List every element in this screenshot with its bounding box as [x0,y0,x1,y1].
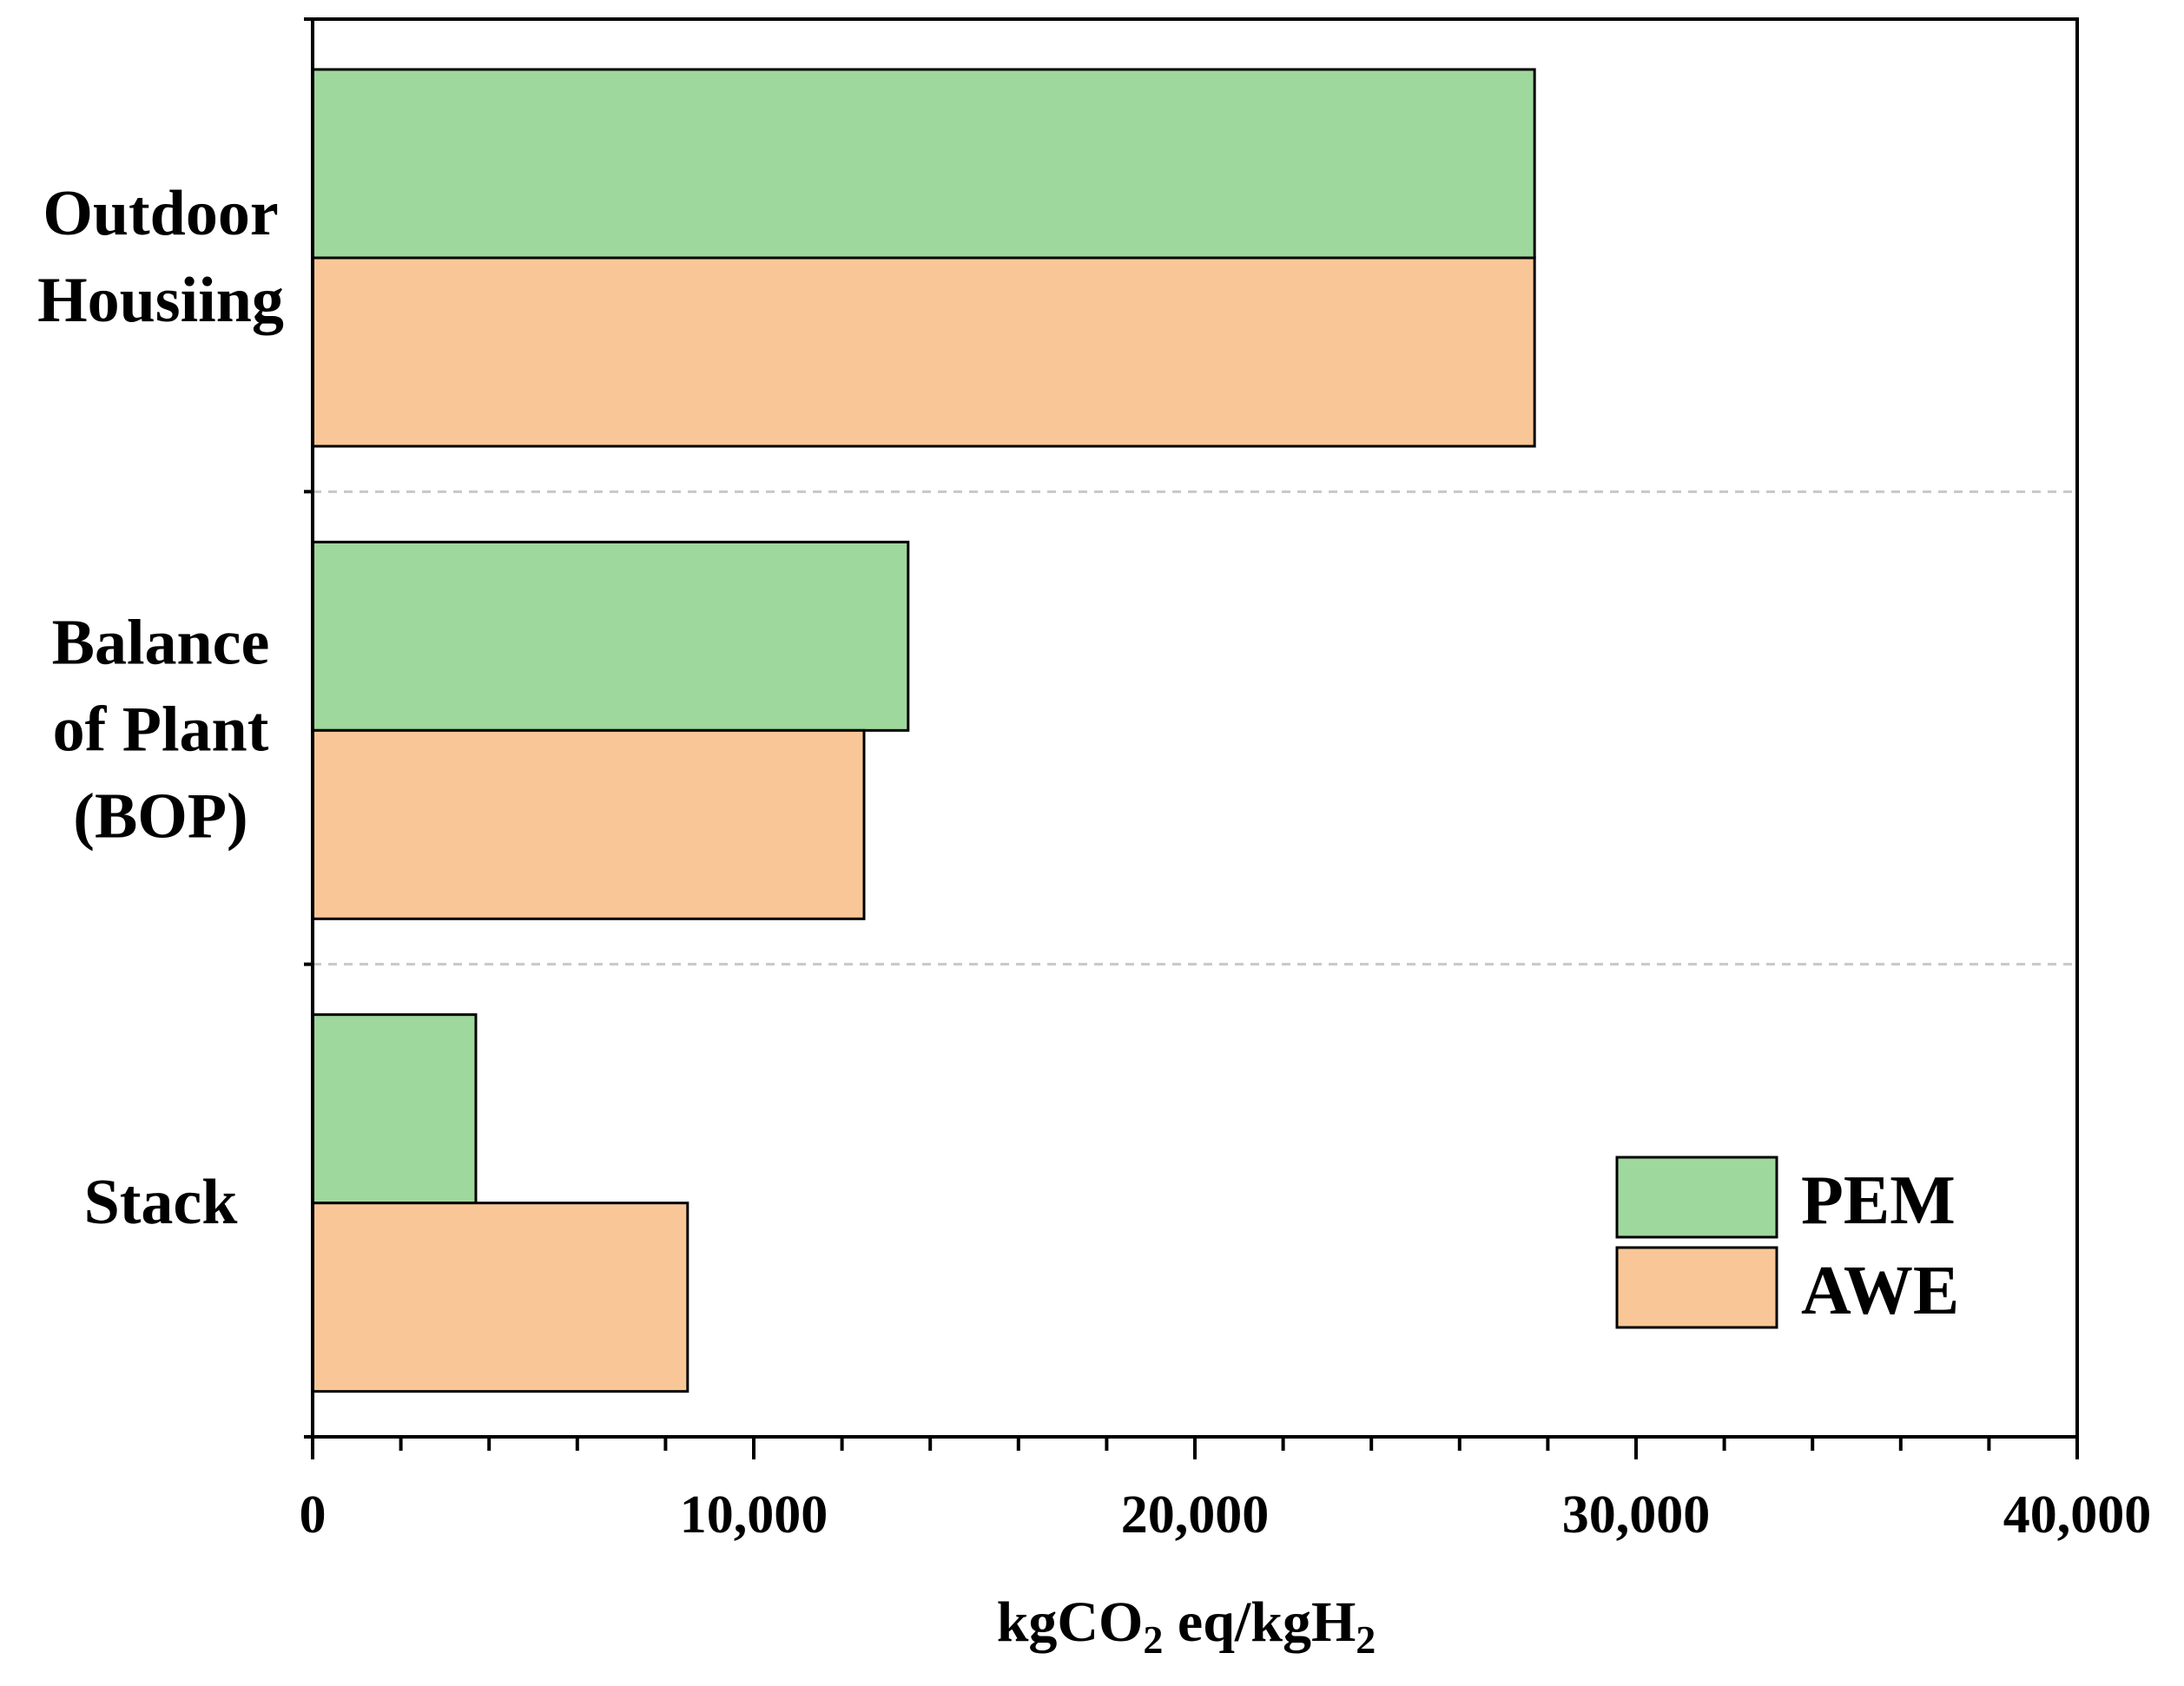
bar-awe-2 [311,1202,690,1393]
x-ticks [311,1437,2079,1459]
x-tick-labels: 0 10,000 20,000 30,000 40,000 [300,1485,2152,1544]
x-tick-label: 30,000 [1562,1485,1711,1544]
bars [311,68,1536,1393]
category-label-0: Outdoor [43,178,278,249]
x-tick-label: 20,000 [1121,1485,1270,1544]
legend-swatch-awe [1615,1246,1778,1329]
legend-label-awe: AWE [1801,1253,1959,1329]
category-label-1: (BOP) [73,781,247,853]
bar-pem-1 [311,540,910,732]
category-label-1: of Plant [53,695,269,766]
legend-swatch-pem [1615,1156,1778,1239]
category-label-0: Housiing [37,265,284,336]
y-ticks [304,17,313,1439]
x-axis-title: kgCO2 eq/kgH2 [997,1591,1376,1662]
x-tick-label: 40,000 [2003,1485,2152,1544]
legend: PEM AWE [1615,1156,1959,1329]
category-label-1: Balance [52,608,270,679]
category-separators [313,490,2077,966]
bar-awe-0 [311,256,1536,448]
category-label-2: Stack [84,1167,239,1238]
bar-pem-2 [311,1013,478,1205]
category-labels: Outdoor Housiing Balance of Plant (BOP) Stack [37,178,284,1238]
bar-awe-1 [311,728,866,920]
x-tick-label: 0 [300,1485,327,1544]
bar-pem-0 [311,68,1536,260]
legend-label-pem: PEM [1801,1162,1956,1239]
x-tick-label: 10,000 [680,1485,828,1544]
